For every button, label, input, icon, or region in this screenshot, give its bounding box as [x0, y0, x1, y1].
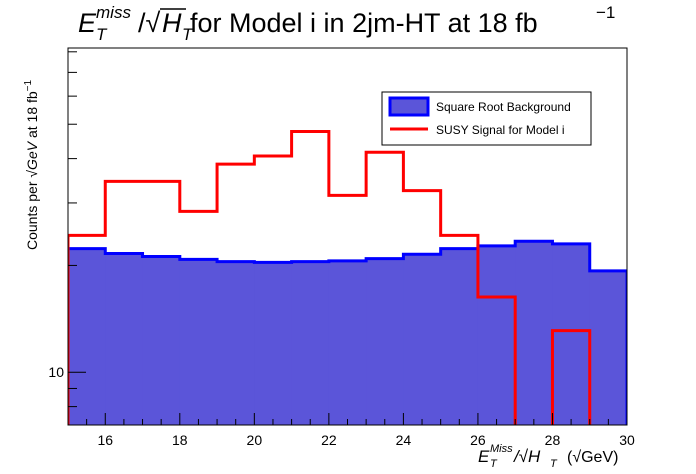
series-background: [68, 239, 627, 425]
x-tick-label: 24: [396, 432, 412, 448]
bin-bar: [68, 248, 106, 425]
svg-text:/√: /√: [138, 8, 161, 38]
svg-text:E: E: [78, 8, 97, 38]
x-tick-label: 22: [321, 432, 337, 448]
bin-bar: [515, 241, 553, 425]
series-outline: [68, 129, 592, 425]
svg-text:T: T: [550, 458, 558, 470]
bin-bar: [105, 253, 144, 425]
svg-text:H: H: [162, 8, 182, 38]
svg-text:Miss: Miss: [490, 443, 513, 455]
legend-label-background: Square Root Background: [436, 100, 571, 114]
bin-bar: [589, 270, 627, 425]
x-tick-label: 16: [97, 432, 113, 448]
svg-text:T: T: [96, 25, 108, 44]
svg-text:/√H: /√H: [513, 447, 541, 466]
y-axis-label: Counts per √GeV at 18 fb−1: [23, 79, 40, 250]
bin-bar: [552, 243, 591, 425]
svg-text:(√GeV): (√GeV): [567, 449, 618, 466]
svg-text:for Model i in 2jm-HT at 18 fb: for Model i in 2jm-HT at 18 fb: [190, 8, 538, 38]
legend: Square Root Background SUSY Signal for M…: [381, 91, 592, 146]
bin-bar: [179, 259, 218, 425]
svg-text:T: T: [490, 458, 498, 470]
legend-label-signal: SUSY Signal for Model i: [436, 123, 565, 137]
x-tick-label: 18: [172, 432, 188, 448]
svg-text:Counts per √GeV at 18 fb−1: Counts per √GeV at 18 fb−1: [23, 79, 40, 250]
legend-swatch-background: [388, 96, 430, 117]
bin-bar: [254, 262, 293, 425]
x-tick-label: 28: [545, 432, 561, 448]
svg-text:T: T: [182, 25, 194, 44]
bin-bar: [328, 260, 367, 425]
bin-bar: [440, 248, 479, 425]
x-tick-label: 26: [470, 432, 486, 448]
svg-text:−1: −1: [596, 3, 615, 22]
bin-bar: [217, 261, 255, 425]
x-tick-label: 20: [247, 432, 263, 448]
x-axis-label: E Miss T /√H T (√GeV): [478, 443, 618, 470]
series-signal: [68, 129, 592, 425]
chart-title: E miss T /√ H T for Model i in 2jm-HT at…: [78, 3, 615, 44]
svg-text:E: E: [478, 447, 490, 466]
x-tick-label: 30: [619, 432, 635, 448]
bin-bar: [403, 254, 442, 425]
y-tick-label: 10: [48, 364, 64, 380]
bin-bar: [291, 261, 330, 425]
bin-bar: [477, 245, 516, 425]
series-outline: [68, 239, 627, 425]
bin-bar: [142, 256, 181, 425]
bin-bar: [366, 258, 404, 425]
svg-text:miss: miss: [96, 3, 131, 22]
